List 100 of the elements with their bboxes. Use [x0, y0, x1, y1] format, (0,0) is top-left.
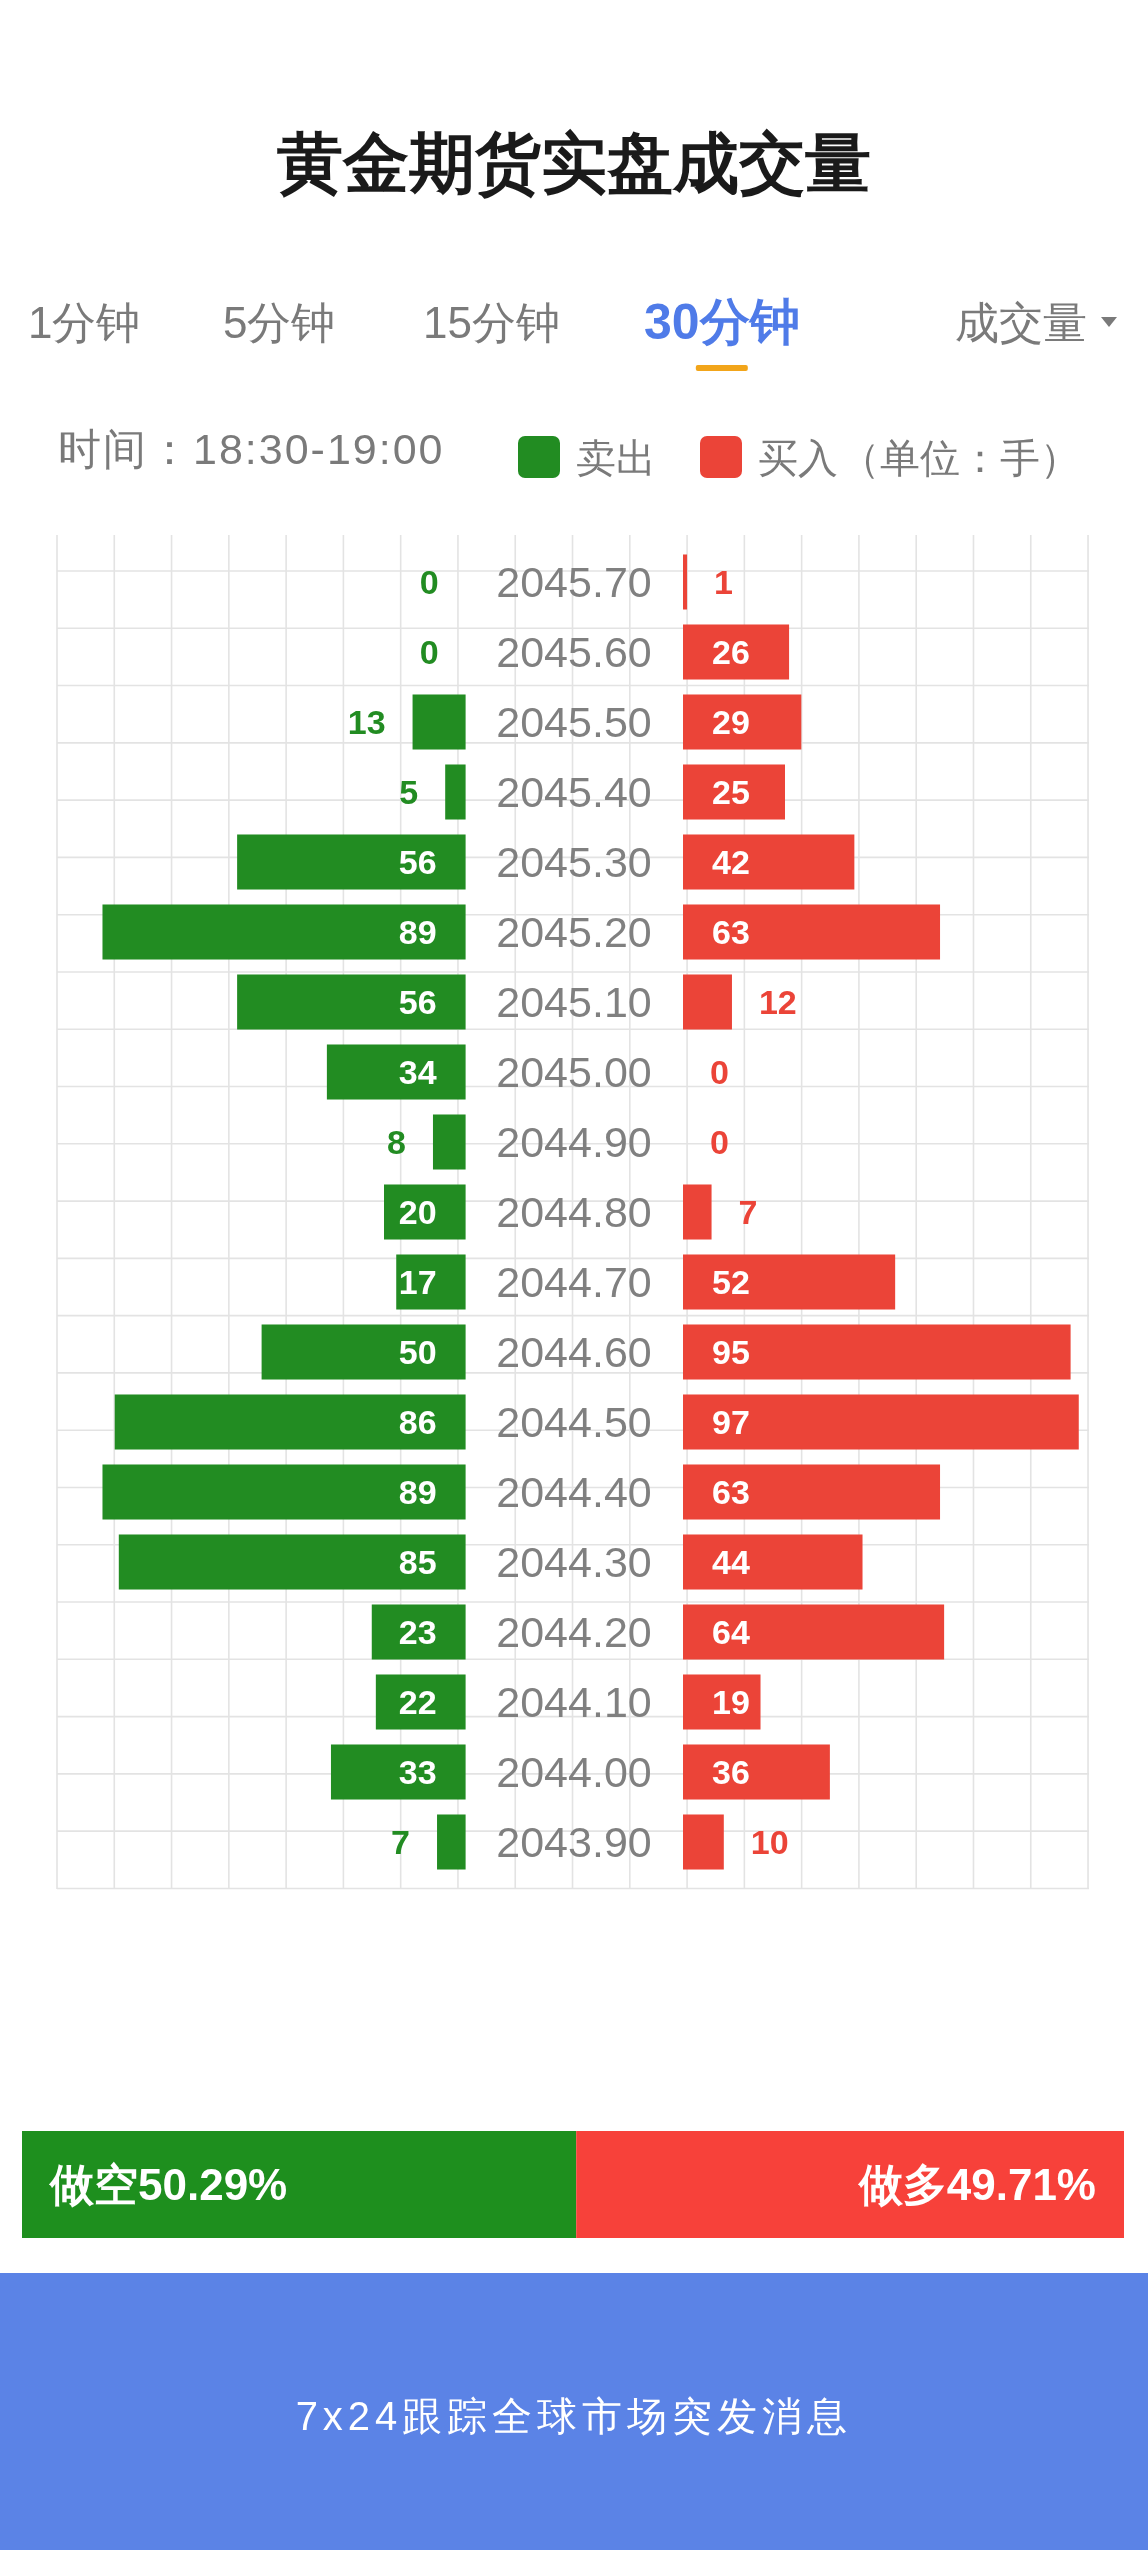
bar — [396, 1254, 466, 1310]
data-label: 56 — [398, 843, 437, 882]
bar — [683, 1674, 761, 1730]
data-label: 85 — [398, 1543, 437, 1582]
data-label: 36 — [712, 1753, 750, 1792]
bar — [683, 764, 785, 820]
y-tick-label: 2044.60 — [496, 1328, 652, 1376]
data-label: 1 — [714, 563, 733, 602]
data-label: 89 — [398, 913, 437, 952]
bar — [432, 1114, 466, 1170]
data-label: 56 — [398, 983, 437, 1022]
data-label: 50 — [398, 1333, 437, 1372]
y-tick-label: 2043.90 — [496, 1818, 652, 1866]
data-label: 44 — [712, 1543, 750, 1582]
bar — [683, 1814, 724, 1870]
bar — [114, 1394, 466, 1450]
bar — [102, 904, 466, 960]
y-tick-label: 2044.70 — [496, 1258, 652, 1306]
data-label: 86 — [398, 1403, 437, 1442]
data-label: 33 — [398, 1753, 437, 1792]
data-label: 7 — [738, 1193, 758, 1232]
bar — [371, 1604, 466, 1660]
bar — [683, 1534, 863, 1590]
data-label: 29 — [712, 703, 750, 742]
y-tick-label: 2045.00 — [496, 1048, 652, 1096]
text: 1分钟 — [28, 298, 141, 347]
bar — [683, 974, 732, 1030]
y-tick-label: 2044.50 — [496, 1398, 652, 1446]
data-label: 0 — [710, 1123, 729, 1162]
bar — [683, 1394, 1079, 1450]
data-label: 25 — [712, 773, 750, 812]
bar — [683, 1744, 830, 1800]
legend-label: 卖出 — [576, 436, 656, 480]
data-label: 34 — [398, 1053, 437, 1092]
data-label: 26 — [712, 633, 750, 672]
text: 15分钟 — [423, 298, 560, 347]
data-label: 63 — [712, 913, 750, 952]
data-label: 20 — [398, 1193, 437, 1232]
bar — [118, 1534, 466, 1590]
y-tick-label: 2045.20 — [496, 908, 652, 956]
data-label: 63 — [712, 1473, 750, 1512]
bar — [683, 1464, 941, 1520]
data-label: 17 — [398, 1263, 437, 1302]
bar — [384, 1184, 466, 1240]
data-label: 97 — [712, 1403, 750, 1442]
y-tick-label: 2044.30 — [496, 1538, 652, 1586]
data-label: 52 — [712, 1263, 750, 1302]
data-label: 22 — [398, 1683, 437, 1722]
legend-label: 买入 — [758, 436, 838, 480]
data-label: 0 — [710, 1053, 729, 1092]
y-tick-label: 2045.30 — [496, 838, 652, 886]
bar — [437, 1814, 466, 1870]
bar — [445, 764, 466, 820]
bar — [683, 1254, 896, 1310]
data-label: 42 — [712, 843, 750, 882]
chart-subtitle: 时间：18:30-19:00 — [58, 425, 445, 473]
bar — [412, 694, 466, 750]
y-tick-label: 2045.60 — [496, 628, 652, 676]
y-tick-label: 2045.70 — [496, 558, 652, 606]
bar — [683, 554, 688, 610]
bar — [683, 904, 941, 960]
data-label: 8 — [387, 1123, 406, 1162]
data-label: 95 — [712, 1333, 750, 1372]
data-label: 5 — [399, 773, 419, 812]
y-tick-label: 2044.80 — [496, 1188, 652, 1236]
bar — [102, 1464, 466, 1520]
y-tick-label: 2044.20 — [496, 1608, 652, 1656]
bar — [237, 834, 466, 890]
data-label: 7 — [391, 1823, 411, 1862]
bar — [683, 834, 855, 890]
bar — [261, 1324, 466, 1380]
bar — [683, 1604, 945, 1660]
text: （单位：手） — [840, 436, 1080, 480]
y-tick-label: 2044.00 — [496, 1748, 652, 1796]
text: 7x24跟踪全球市场突发消息 — [295, 2394, 853, 2438]
y-tick-label: 2045.10 — [496, 978, 652, 1026]
bar — [326, 1044, 466, 1100]
data-label: 10 — [750, 1823, 789, 1862]
data-label: 12 — [758, 983, 797, 1022]
data-label: 19 — [712, 1683, 750, 1722]
chart-title: 黄金期货实盘成交量 — [277, 127, 871, 200]
text: 30分钟 — [644, 294, 800, 350]
bar — [237, 974, 466, 1030]
bar — [683, 1184, 712, 1240]
bar — [683, 624, 790, 680]
data-label: 13 — [347, 703, 386, 742]
y-tick-label: 2044.90 — [496, 1118, 652, 1166]
text: 5分钟 — [223, 298, 336, 347]
bar — [683, 1324, 1071, 1380]
y-tick-label: 2044.10 — [496, 1678, 652, 1726]
text: 成交量 — [955, 298, 1087, 347]
bar — [375, 1674, 466, 1730]
y-tick-label: 2045.40 — [496, 768, 652, 816]
data-label: 89 — [398, 1473, 437, 1512]
data-label: 64 — [712, 1613, 750, 1652]
y-tick-label: 2045.50 — [496, 698, 652, 746]
data-label: 23 — [398, 1613, 437, 1652]
data-label: 做多49.71% — [856, 2160, 1096, 2210]
data-label: 0 — [419, 563, 439, 602]
data-label: 做空50.29% — [48, 2160, 288, 2210]
